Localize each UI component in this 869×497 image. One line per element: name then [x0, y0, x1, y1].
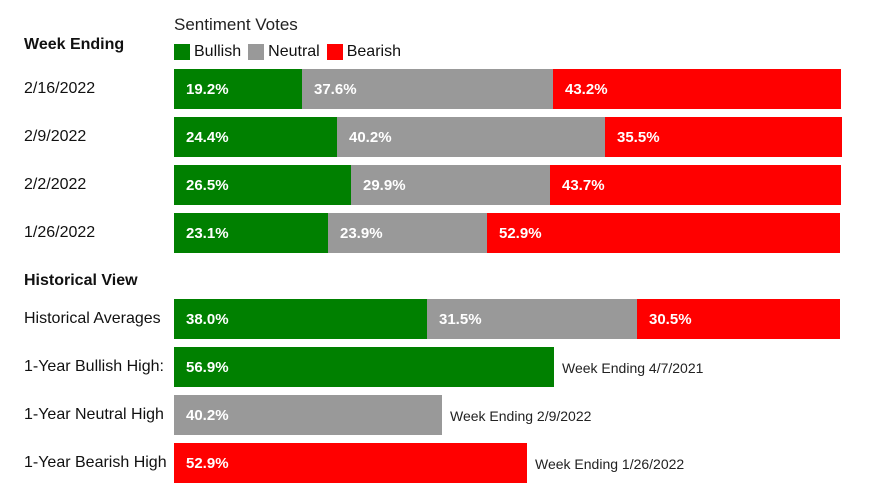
bar-segment-neutral: 29.9%	[351, 165, 550, 205]
bar-segment-neutral: 37.6%	[302, 69, 553, 109]
weekly-bar: 23.1% 23.9% 52.9%	[174, 213, 840, 253]
data-label: 26.5%	[186, 176, 229, 194]
data-label: 56.9%	[186, 358, 229, 376]
bar-segment-bearish: 35.5%	[605, 117, 842, 157]
legend-label-bullish: Bullish	[194, 43, 242, 60]
row-label: 1-Year Bullish High:	[24, 358, 164, 375]
week-ending-note: Week Ending 4/7/2021	[562, 360, 704, 376]
weekly-bar: 24.4% 40.2% 35.5%	[174, 117, 842, 157]
legend-swatch-neutral	[248, 44, 265, 60]
legend-label-neutral: Neutral	[268, 43, 320, 60]
legend-item-bearish: Bearish	[326, 43, 401, 61]
data-label: 31.5%	[439, 310, 482, 328]
week-ending-note: Week Ending 2/9/2022	[450, 408, 592, 424]
bar-segment-bearish: 52.9%	[487, 213, 840, 253]
legend-item-neutral: Neutral	[248, 43, 320, 61]
data-label: 23.9%	[340, 224, 383, 242]
legend-item-bullish: Bullish	[174, 43, 241, 61]
row-label: Historical Averages	[24, 310, 161, 327]
bar-segment-bearish: 43.7%	[550, 165, 841, 205]
legend-swatch-bullish	[174, 44, 190, 60]
bar-segment-neutral: 40.2%	[337, 117, 605, 157]
bar-segment-bearish: 30.5%	[637, 299, 840, 339]
bar-segment-bullish: 23.1%	[174, 213, 328, 253]
data-label: 29.9%	[363, 176, 406, 194]
historical-bar: 56.9%	[174, 347, 554, 387]
bar-segment-neutral: 31.5%	[427, 299, 637, 339]
data-label: 52.9%	[186, 454, 229, 472]
data-label: 43.2%	[565, 80, 608, 98]
legend-swatch-bearish	[326, 44, 343, 60]
row-label: 1/26/2022	[24, 224, 96, 241]
bar-segment-neutral: 40.2%	[174, 395, 442, 435]
bar-segment-bearish: 43.2%	[553, 69, 841, 109]
data-label: 23.1%	[186, 224, 229, 242]
weekly-bar: 26.5% 29.9% 43.7%	[174, 165, 841, 205]
legend-title: Sentiment Votes	[174, 15, 298, 34]
data-label: 40.2%	[186, 406, 229, 424]
row-label: 2/2/2022	[24, 176, 87, 193]
historical-bar: 40.2%	[174, 395, 442, 435]
row-label: 2/9/2022	[24, 128, 87, 145]
data-label: 24.4%	[186, 128, 229, 146]
bar-segment-bullish: 19.2%	[174, 69, 302, 109]
data-label: 52.9%	[499, 224, 542, 242]
historical-bar: 52.9%	[174, 443, 527, 483]
bar-segment-bullish: 56.9%	[174, 347, 554, 387]
row-label: 1-Year Bearish High	[24, 454, 167, 471]
data-label: 19.2%	[186, 80, 229, 98]
data-label: 35.5%	[617, 128, 660, 146]
section-historical-view: Historical View	[24, 272, 138, 289]
legend-label-bearish: Bearish	[346, 43, 401, 60]
data-label: 37.6%	[314, 80, 357, 98]
data-label: 30.5%	[649, 310, 692, 328]
row-label: 1-Year Neutral High	[24, 406, 164, 423]
legend: Bullish Neutral Bearish	[174, 43, 408, 61]
data-label: 43.7%	[562, 176, 605, 194]
historical-bar: 38.0% 31.5% 30.5%	[174, 299, 840, 339]
weekly-bar: 19.2% 37.6% 43.2%	[174, 69, 841, 109]
bar-segment-bullish: 24.4%	[174, 117, 337, 157]
bar-segment-bullish: 38.0%	[174, 299, 427, 339]
data-label: 40.2%	[349, 128, 392, 146]
data-label: 38.0%	[186, 310, 229, 328]
row-label: 2/16/2022	[24, 80, 96, 97]
bar-segment-bearish: 52.9%	[174, 443, 527, 483]
section-week-ending: Week Ending	[24, 36, 125, 53]
bar-segment-neutral: 23.9%	[328, 213, 487, 253]
bar-segment-bullish: 26.5%	[174, 165, 351, 205]
week-ending-note: Week Ending 1/26/2022	[535, 456, 685, 472]
